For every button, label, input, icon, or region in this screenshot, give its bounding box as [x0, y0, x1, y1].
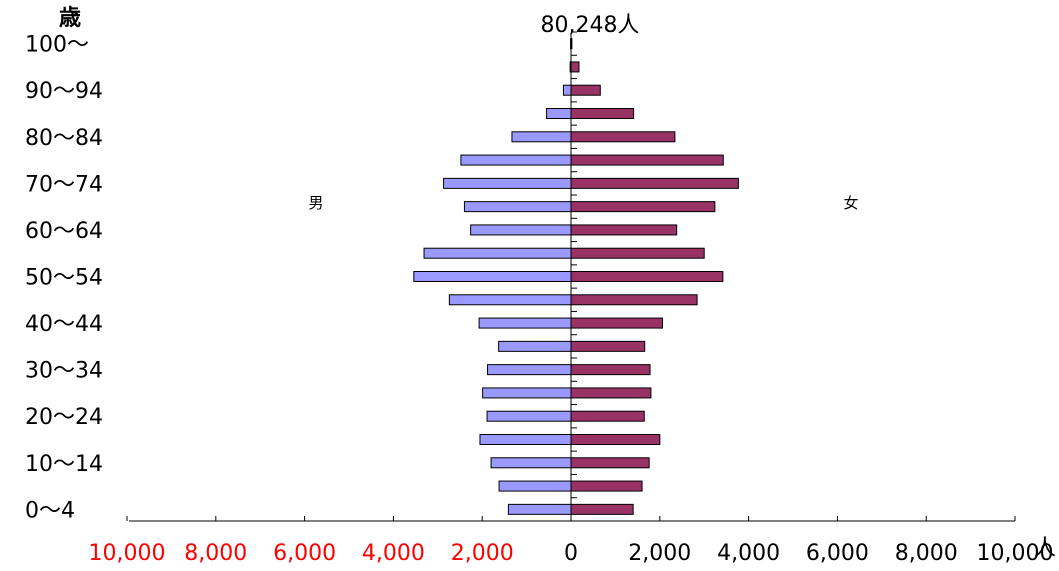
female-bar — [570, 61, 580, 73]
male-bar — [487, 364, 572, 376]
y-tick-label: 40〜44 — [25, 312, 103, 337]
male-bar — [479, 434, 572, 445]
axes-group — [126, 31, 1016, 522]
x-tick-label-right: 2,000 — [628, 541, 691, 566]
y-tick-label: 100〜 — [25, 33, 89, 58]
male-bar — [470, 224, 572, 236]
y-tick-label: 70〜74 — [25, 172, 103, 197]
female-bar — [570, 177, 739, 189]
female-series-label: 女 — [843, 194, 858, 212]
x-tick-labels-group: 10,000 8,000 6,000 4,000 2,000 0 2,000 4,000 6,0… — [89, 541, 1054, 566]
male-series-label: 男 — [308, 194, 323, 212]
male-bar — [486, 410, 572, 422]
y-axis-label: 歳 — [59, 6, 81, 31]
male-bar — [498, 340, 572, 352]
x-tick-label-left: 4,000 — [362, 541, 425, 566]
male-bar — [507, 503, 572, 515]
female-bar — [570, 201, 716, 213]
male-bar — [478, 317, 572, 329]
female-bar — [570, 340, 646, 352]
x-tick-label-left: 6,000 — [273, 541, 336, 566]
y-tick-label: 30〜34 — [25, 359, 103, 384]
bars-group — [413, 38, 739, 515]
female-bar — [570, 224, 678, 236]
y-tick-label: 20〜24 — [25, 405, 103, 430]
male-bar — [448, 294, 572, 306]
y-tick-label: 10〜14 — [25, 452, 103, 477]
female-bar — [570, 503, 634, 515]
x-tick-label-right: 0 — [564, 541, 578, 566]
male-bar — [498, 480, 572, 492]
male-bar — [511, 131, 572, 143]
x-axis-unit-label: 人 — [1034, 536, 1056, 561]
male-bar — [423, 247, 572, 259]
female-bar — [570, 387, 652, 399]
y-tick-label: 90〜94 — [25, 79, 103, 104]
y-tick-label: 0〜4 — [25, 498, 75, 523]
female-bar — [570, 108, 635, 119]
x-tick-label-right: 4,000 — [717, 541, 780, 566]
x-tick-label-left: 10,000 — [89, 541, 166, 566]
female-bar — [570, 434, 661, 445]
x-tick-label-right: 8,000 — [895, 541, 958, 566]
y-tick-labels-group: 0〜4 10〜14 20〜24 30〜34 40〜44 50〜54 60〜64 70〜74 80… — [25, 33, 103, 524]
female-bar — [570, 457, 650, 469]
x-tick-label-right: 10,000 — [977, 541, 1054, 566]
x-tick-label-right: 6,000 — [806, 541, 869, 566]
female-bar — [570, 410, 645, 422]
female-bar — [570, 131, 676, 143]
y-tick-label: 60〜64 — [25, 219, 103, 244]
male-bar — [482, 387, 572, 399]
female-bar — [570, 84, 601, 96]
x-tick-label-left: 8,000 — [184, 541, 247, 566]
male-bar — [443, 177, 572, 189]
female-bar — [570, 271, 724, 282]
x-tick-label-left: 2,000 — [451, 541, 514, 566]
male-bar — [463, 201, 572, 213]
male-bar — [562, 84, 572, 96]
male-bar — [546, 108, 572, 119]
female-bar — [570, 317, 663, 329]
female-bar — [570, 154, 724, 166]
female-bar — [570, 294, 698, 306]
female-bar — [570, 364, 651, 376]
male-bar — [490, 457, 572, 469]
male-bar — [460, 154, 572, 166]
female-bar — [570, 247, 705, 259]
y-tick-label: 80〜84 — [25, 126, 103, 151]
chart-title: 80,248人 — [541, 13, 640, 38]
male-bar — [413, 271, 572, 282]
y-tick-label: 50〜54 — [25, 266, 103, 291]
female-bar — [570, 480, 643, 492]
